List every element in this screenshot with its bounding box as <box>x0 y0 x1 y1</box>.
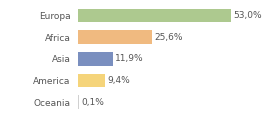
Text: 25,6%: 25,6% <box>155 33 183 42</box>
Text: 53,0%: 53,0% <box>234 11 262 20</box>
Text: 0,1%: 0,1% <box>81 98 104 107</box>
Bar <box>78 52 113 66</box>
Text: 9,4%: 9,4% <box>108 76 130 85</box>
Bar <box>78 95 79 109</box>
Text: 11,9%: 11,9% <box>115 54 144 63</box>
Bar <box>78 74 106 87</box>
Bar <box>78 30 152 44</box>
Bar <box>78 9 231 22</box>
